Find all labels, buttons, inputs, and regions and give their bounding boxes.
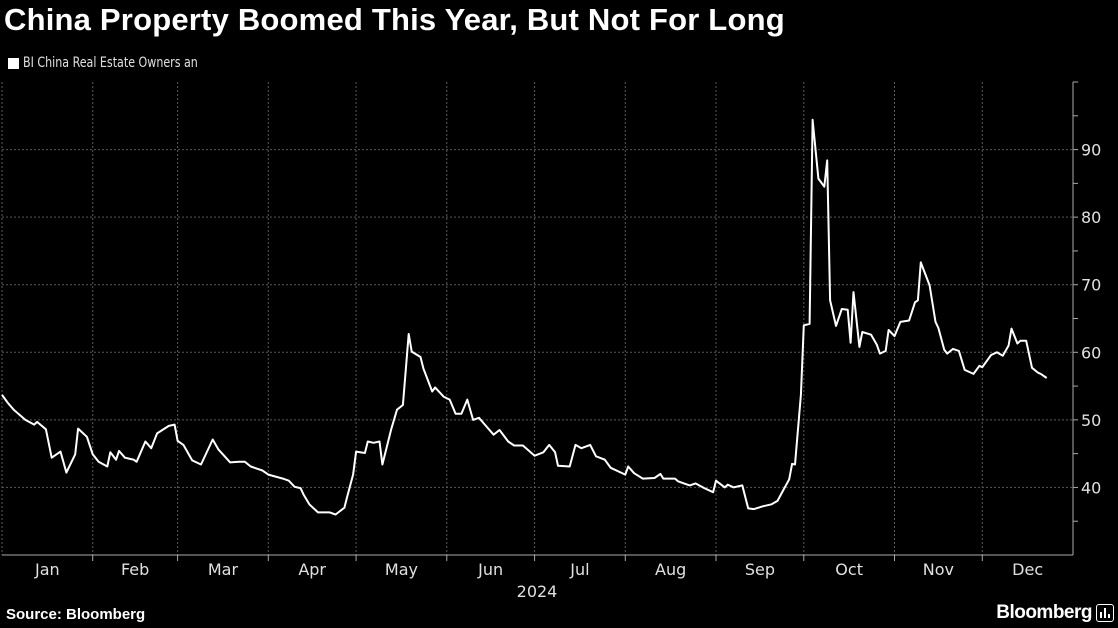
- x-tick-label: Oct: [835, 560, 863, 579]
- x-tick-label: Feb: [121, 560, 149, 579]
- chart-title: China Property Boomed This Year, But Not…: [4, 2, 785, 37]
- y-tick-label: 90: [1081, 141, 1101, 160]
- y-tick-label: 50: [1081, 411, 1101, 430]
- axes: 40 50 60 70 80 90 Jan Feb Mar Apr May Jun Jul Aug Sep O…: [2, 81, 1101, 579]
- legend-label: BI China Real Estate Owners an: [23, 55, 198, 71]
- y-tick-label: 60: [1081, 343, 1101, 362]
- x-tick-label: Apr: [298, 560, 326, 579]
- y-tick-label: 80: [1081, 208, 1101, 227]
- series-line: [1, 118, 1048, 516]
- x-axis-label: 2024: [517, 582, 558, 601]
- legend-swatch: [8, 57, 19, 69]
- x-tick-label: Jan: [34, 560, 60, 579]
- grid: [1, 82, 1073, 555]
- x-tick-label: Mar: [208, 560, 239, 579]
- x-tick-label: Aug: [655, 560, 686, 579]
- source-note: Source: Bloomberg: [6, 606, 146, 623]
- x-tick-label: Sep: [745, 560, 775, 579]
- x-tick-label: Jun: [477, 560, 503, 579]
- y-tick-label: 70: [1081, 276, 1101, 295]
- bloomberg-logo: Bloomberg: [996, 602, 1092, 623]
- x-tick-label: Jul: [569, 560, 589, 579]
- bloomberg-logo-icon: [1096, 604, 1114, 622]
- legend: BI China Real Estate Owners an: [8, 55, 222, 71]
- y-tick-label: 40: [1081, 478, 1101, 497]
- x-tick-label: Nov: [923, 560, 954, 579]
- x-tick-label: May: [385, 560, 418, 579]
- x-tick-label: Dec: [1012, 560, 1043, 579]
